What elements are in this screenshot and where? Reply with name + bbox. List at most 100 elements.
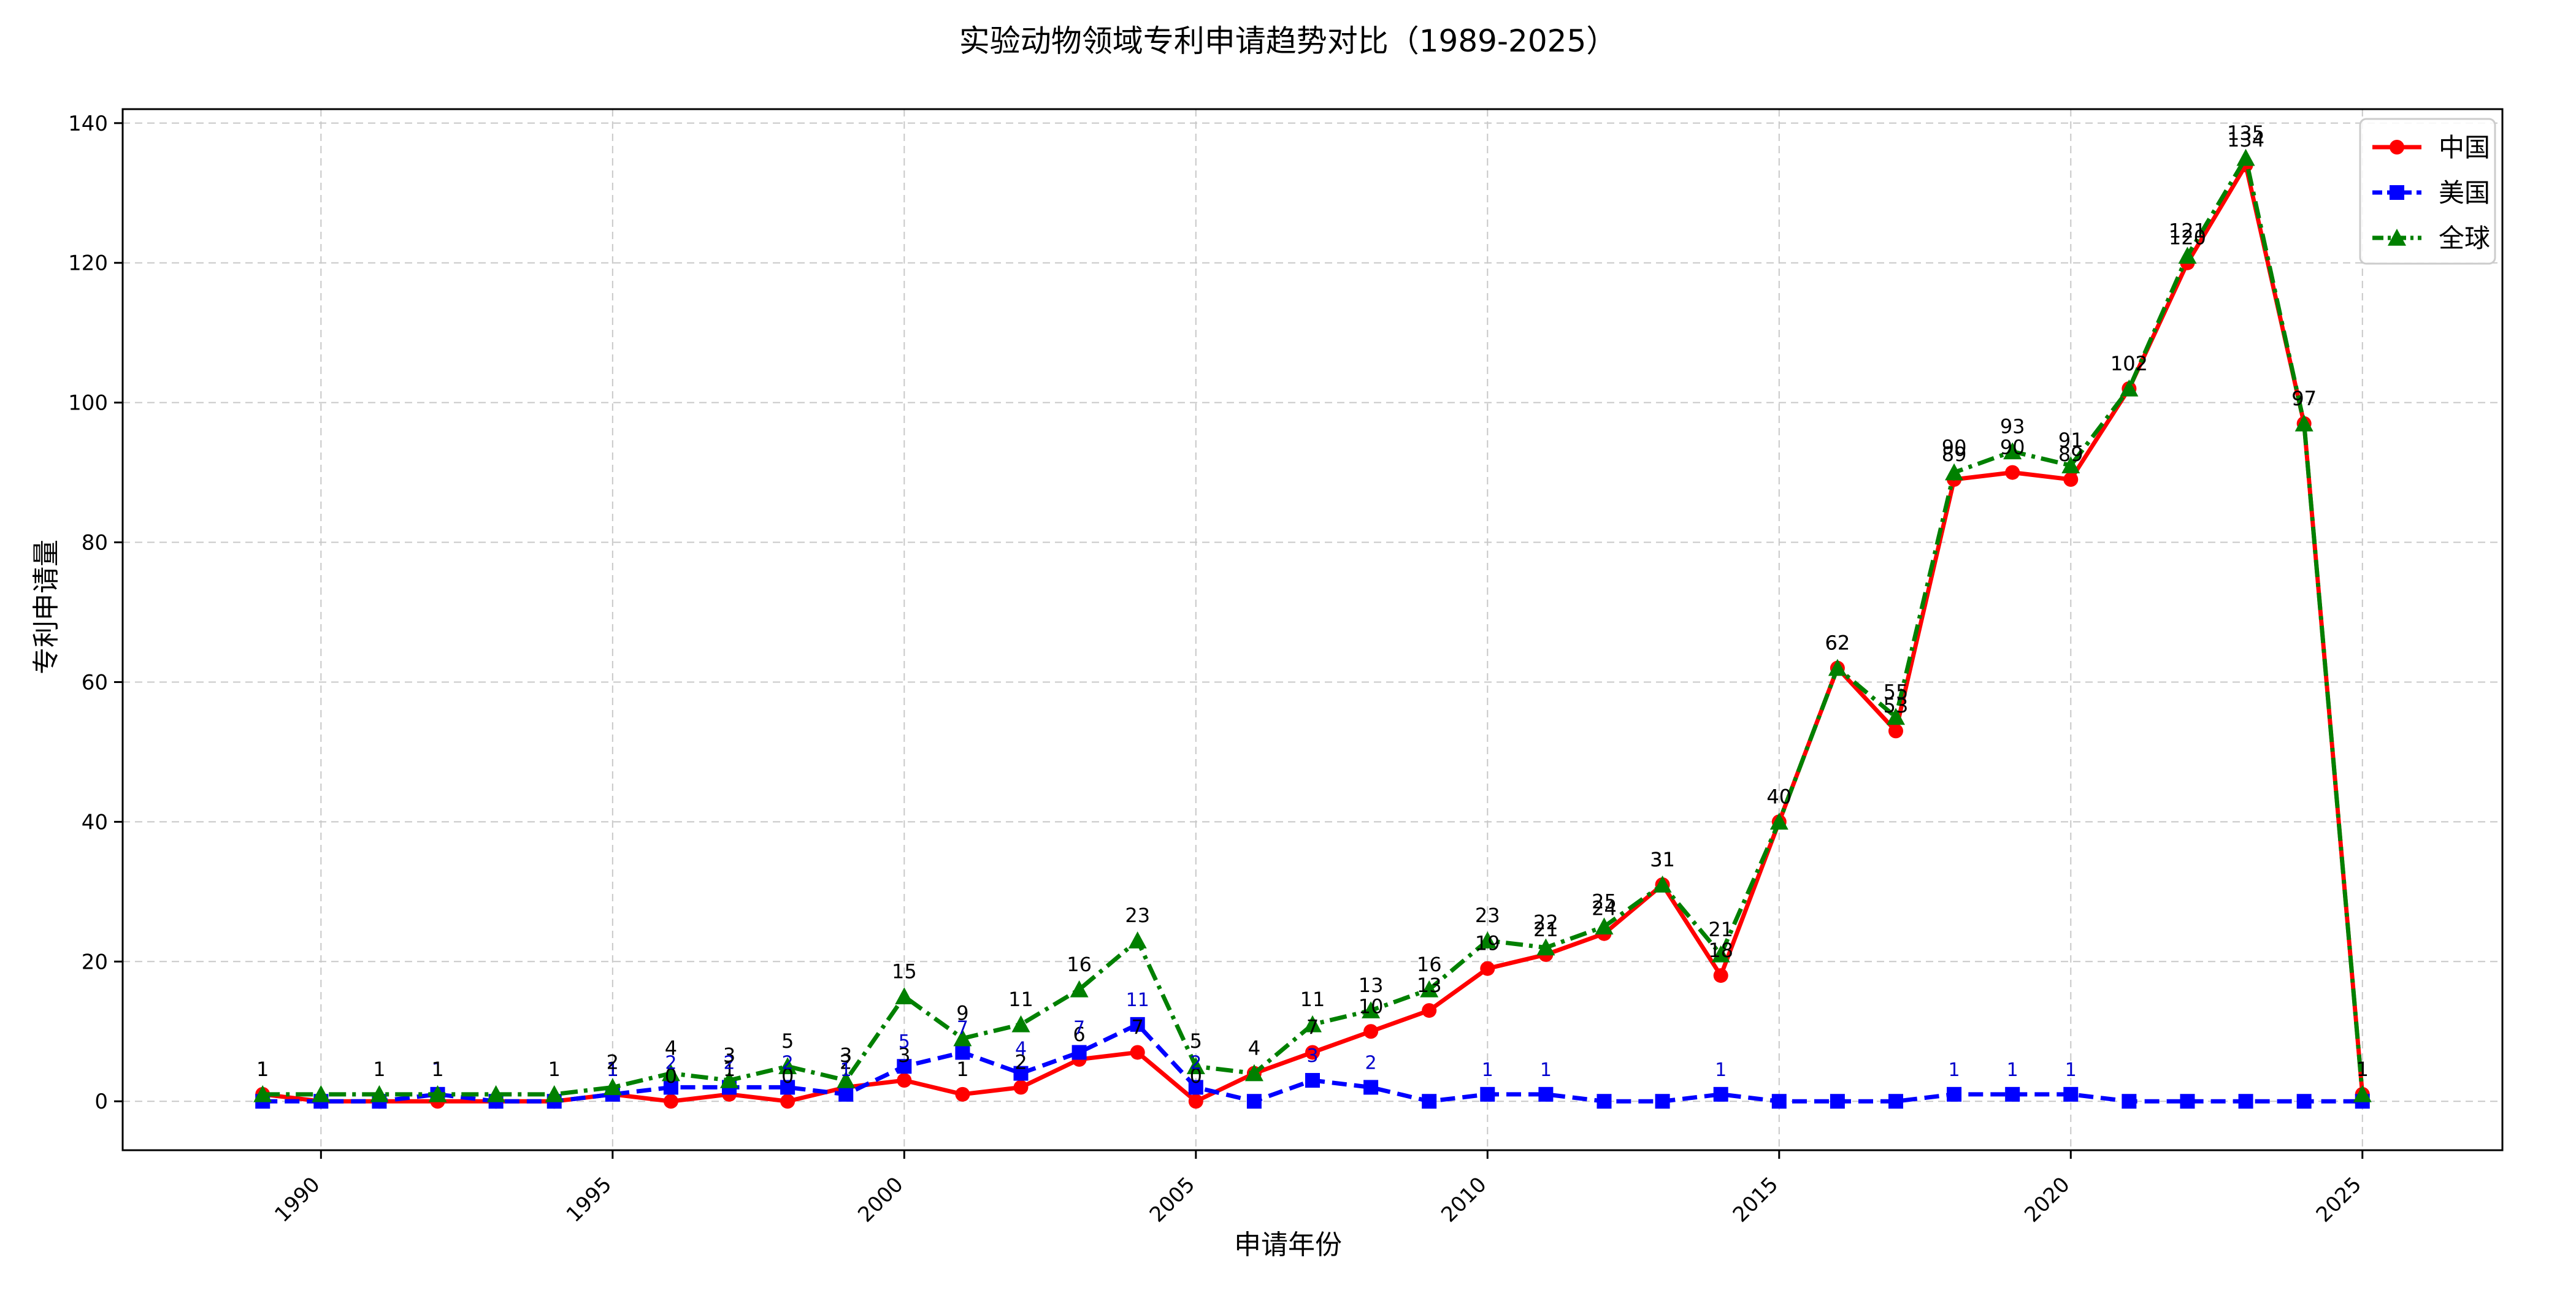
data-point [1014,1080,1029,1094]
data-point [312,1085,330,1102]
data-point [1363,1024,1378,1039]
y-tick-label: 120 [68,251,108,276]
data-point [2005,465,2020,480]
data-label: 4 [1248,1037,1260,1060]
data-label: 2 [1365,1052,1377,1074]
x-tick-label: 2010 [1436,1172,1491,1227]
data-label: 3 [723,1044,735,1067]
y-tick-label: 0 [94,1090,108,1114]
x-tick-label: 1990 [270,1172,324,1227]
data-point [1422,1094,1436,1109]
data-label: 10 [1359,994,1384,1018]
data-labels: 1101023126704710131921243118406253899089… [256,121,2369,1088]
y-axis-label: 专利申请量 [31,540,62,674]
data-label: 1 [1482,1059,1493,1081]
x-tick-label: 2005 [1145,1172,1200,1227]
data-point [1189,1094,1203,1109]
x-tick-label: 2015 [1728,1172,1783,1227]
data-label: 15 [892,960,917,983]
data-label: 93 [2000,414,2025,438]
data-label: 1 [1715,1059,1727,1081]
data-point [2239,1094,2253,1109]
axis-ticks: 1990199520002005201020152020202502040608… [68,112,2366,1227]
data-point [780,1094,795,1109]
data-point [1072,1045,1087,1059]
data-label: 7 [1073,1017,1085,1039]
legend-marker [2390,140,2404,155]
data-label: 7 [1306,1015,1319,1039]
data-label: 16 [1067,953,1092,976]
data-label: 1 [431,1058,443,1081]
y-tick-label: 60 [82,670,108,695]
data-label: 97 [2291,387,2317,410]
data-label: 1 [256,1058,269,1081]
series-line [263,165,2363,1101]
x-tick-label: 2000 [853,1172,908,1227]
data-point [1772,1094,1787,1109]
data-label: 21 [1708,918,1733,941]
data-label: 16 [1417,953,1442,976]
data-point [1305,1073,1320,1088]
data-label: 11 [1008,988,1033,1011]
data-point [1247,1094,1262,1109]
data-label: 13 [1417,974,1442,997]
x-axis-label: 申请年份 [1234,1229,1342,1261]
series-line [263,158,2363,1094]
data-point [1830,1094,1845,1109]
data-label: 25 [1592,890,1617,913]
data-point [1480,961,1495,976]
series-2 [253,149,2372,1102]
data-label: 1 [373,1058,385,1081]
data-label: 2 [782,1052,794,1074]
data-point [664,1094,678,1109]
legend: 中国美国全球 [2360,119,2495,264]
data-point [1597,1094,1611,1109]
data-label: 19 [1475,932,1500,955]
data-label: 1 [548,1058,561,1081]
data-label: 11 [1300,988,1325,1011]
y-tick-label: 20 [82,950,108,974]
data-point [1129,931,1147,948]
data-label: 13 [1359,974,1384,997]
data-label: 5 [1190,1029,1202,1053]
data-label: 1 [2065,1059,2077,1081]
data-label: 1 [1540,1059,1552,1081]
data-point [1538,1087,1553,1102]
data-point [1655,1094,1670,1109]
data-label: 135 [2227,121,2264,145]
data-label: 102 [2110,352,2148,375]
data-label: 5 [899,1031,910,1053]
data-point [2063,1087,2078,1102]
data-label: 31 [1650,848,1675,871]
data-label: 4 [665,1037,677,1060]
data-point [2122,1094,2136,1109]
data-point [1363,1080,1378,1094]
data-point [838,1087,853,1102]
data-label: 91 [2058,429,2083,452]
data-point [1130,1045,1145,1059]
data-label: 1 [956,1058,968,1081]
data-point [895,987,913,1004]
legend-label: 美国 [2439,178,2490,208]
data-label: 23 [1475,904,1500,927]
x-tick-label: 2025 [2312,1172,2366,1227]
data-label: 1 [2356,1058,2369,1081]
data-label: 55 [1884,680,1909,703]
data-point [1947,1087,1961,1102]
data-label: 2 [1190,1052,1202,1074]
data-label: 90 [1942,436,1967,459]
legend-label: 中国 [2439,132,2490,162]
data-label: 1 [2007,1059,2018,1081]
series-layer [253,149,2372,1109]
data-label: 4 [1015,1039,1027,1060]
data-label: 22 [1533,911,1558,934]
data-label: 11 [1126,990,1149,1011]
y-tick-label: 40 [82,810,108,834]
series-0 [255,158,2370,1109]
data-point [1480,1087,1495,1102]
data-label: 23 [1125,904,1150,927]
data-label: 9 [956,1002,968,1025]
y-tick-label: 100 [68,391,108,416]
x-tick-label: 1995 [562,1172,616,1227]
